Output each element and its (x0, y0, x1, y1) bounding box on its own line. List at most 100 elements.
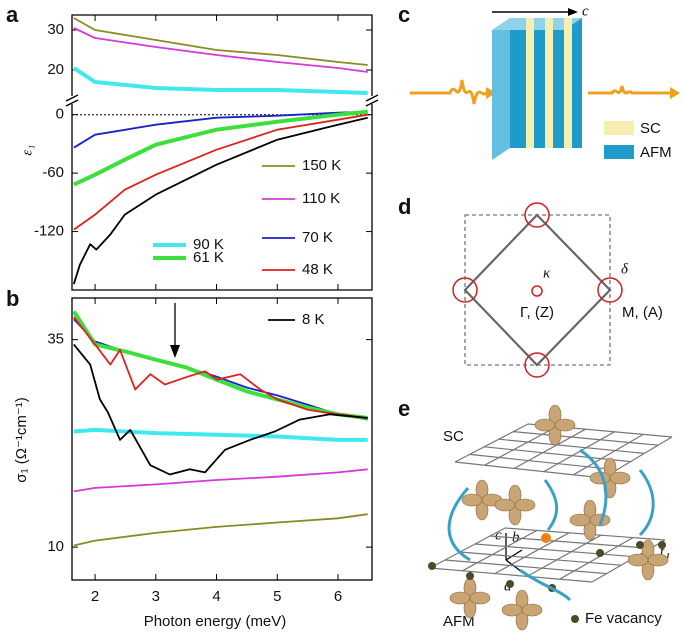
orbital-lobe (461, 493, 483, 507)
label: Γ, (Z) (520, 304, 554, 321)
wave-packet (588, 85, 672, 95)
orbital-lobe (501, 603, 523, 617)
axis-label: c (495, 527, 502, 543)
y-tick-label: 35 (47, 331, 64, 348)
panel-letter: a (6, 2, 19, 27)
orbital-lobe (589, 513, 611, 527)
legend-label: 8 K (302, 311, 325, 328)
x-tick-label: 6 (334, 588, 342, 605)
x-tick-label: 3 (152, 588, 160, 605)
lattice-line (474, 543, 636, 558)
block-top (492, 18, 582, 30)
lattice-line (559, 537, 634, 580)
orbital-lobe (514, 498, 536, 512)
axis-break (65, 94, 79, 102)
axis-frame (71, 14, 373, 96)
label: t (660, 544, 665, 560)
lattice-line (484, 446, 631, 463)
zone-boundary (464, 214, 611, 366)
legend-swatch (604, 121, 634, 135)
series-line (73, 17, 368, 66)
label: δ (621, 261, 629, 277)
vacancy-dot (636, 541, 644, 549)
orbital-lobe (609, 471, 631, 485)
legend-label: 110 K (302, 190, 340, 207)
axis-break (365, 99, 379, 107)
axis-break (365, 94, 379, 102)
label: SC (443, 428, 464, 445)
y-tick-label: -60 (42, 164, 64, 181)
lattice-line (489, 535, 651, 549)
vacancy-dot (428, 562, 436, 570)
lattice-line (573, 433, 644, 476)
lattice-line (454, 423, 529, 463)
wave-packet (410, 79, 492, 105)
lattice-line (494, 532, 570, 575)
legend-label: 150 K (302, 157, 341, 174)
x-tick-label: 4 (212, 588, 220, 605)
x-tick-label: 2 (91, 588, 99, 605)
lattice-line (444, 559, 607, 575)
orbital-lobe (534, 418, 556, 432)
legend-label: 48 K (302, 261, 333, 278)
legend-label: 90 K (193, 236, 224, 253)
axis-frame (71, 104, 373, 291)
y-axis-label: σ₁ (Ω⁻¹cm⁻¹) (13, 397, 30, 483)
arrow-head (670, 87, 680, 99)
lattice-line (429, 527, 506, 569)
orbital-lobe (469, 591, 491, 605)
legend-label: AFM (640, 144, 672, 161)
panel-letter: b (6, 286, 19, 311)
orbital-lobe (554, 418, 576, 432)
vacancy-dot (596, 549, 604, 557)
lattice-line (498, 438, 645, 454)
y-axis-label: ε₁ (19, 144, 35, 155)
diagrams: a b c d e c SC AFM (6, 2, 680, 631)
x-axis-label: Photon energy (meV) (144, 613, 287, 630)
label: κ (543, 265, 551, 281)
series-line (73, 468, 368, 493)
orbital-lobe (494, 498, 516, 512)
sc-layer (545, 18, 553, 148)
series-line (72, 116, 368, 285)
hopping-arrow (543, 479, 559, 531)
pocket (531, 285, 543, 297)
hopping-arrow (638, 469, 655, 537)
pocket (452, 277, 478, 303)
series-line (73, 343, 368, 476)
orbital-lobe (569, 513, 591, 527)
lattice-line (429, 567, 593, 583)
lattice-line (513, 431, 659, 446)
y-tick-label: 0 (56, 106, 64, 123)
lattice-line (543, 431, 615, 473)
series-line (73, 427, 368, 442)
lattice-line (513, 428, 586, 469)
series-line (73, 513, 368, 547)
orbital-lobe (647, 553, 669, 567)
frames (65, 14, 379, 581)
legend-label: Fe vacancy (585, 610, 662, 627)
lattice-line (484, 426, 558, 466)
pocket (524, 352, 550, 378)
lattice-line (454, 461, 604, 479)
block-side (492, 18, 510, 160)
fe-atom (541, 533, 551, 543)
axis-label: c (582, 3, 589, 19)
lattice-line (526, 534, 602, 577)
vacancy-dot (506, 580, 514, 588)
y-tick-label: 10 (47, 538, 64, 555)
hopping-arrow (579, 448, 608, 526)
panel-letter: c (398, 2, 410, 27)
vacancy-dot (571, 615, 579, 623)
series-line (73, 318, 368, 421)
pocket (597, 277, 623, 303)
lattice-line (462, 529, 538, 572)
fermi-diamond (463, 213, 612, 367)
sc-layer (564, 18, 572, 148)
lattice-line (469, 453, 617, 471)
vacancy-dot (658, 541, 666, 549)
legend-label: SC (640, 120, 661, 137)
series-line (72, 109, 368, 187)
axis-break (65, 99, 79, 107)
